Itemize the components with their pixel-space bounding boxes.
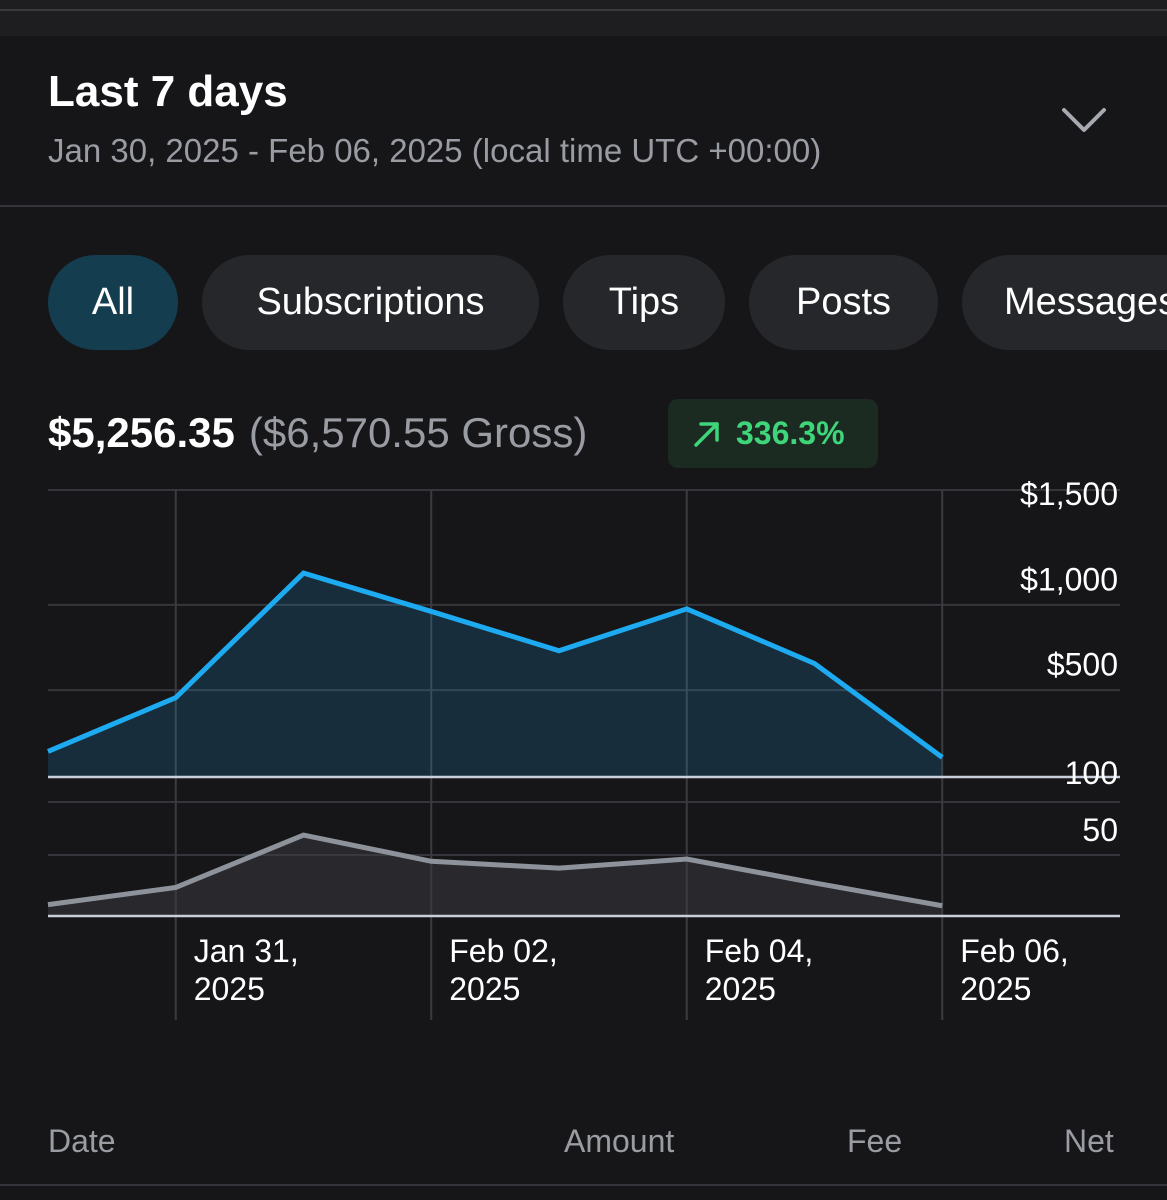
y-tick-label: $1,000 (1020, 561, 1118, 597)
net-earnings-line (47, 570, 944, 760)
tab-messages-label: Messages (1004, 281, 1167, 323)
tab-all[interactable]: All (48, 255, 178, 350)
net-earnings: $5,256.35 (48, 409, 235, 456)
tab-subscriptions-label: Subscriptions (256, 281, 485, 323)
category-tabs: All Subscriptions Tips Posts Messages (0, 255, 1167, 351)
net-earnings-area (48, 573, 943, 777)
change-badge: 336.3% (668, 399, 878, 468)
count-area (48, 835, 943, 916)
column-header-amount[interactable]: Amount (564, 1123, 675, 1159)
bottom-divider (0, 1184, 1167, 1186)
date-range-selector[interactable] (0, 36, 1167, 206)
y-tick-label-sub: 100 (1065, 755, 1118, 791)
tab-posts[interactable]: Posts (749, 255, 938, 350)
date-range-subtitle: Jan 30, 2025 - Feb 06, 2025 (local time … (48, 132, 822, 169)
tab-tips-label: Tips (608, 281, 680, 323)
count-line (47, 832, 943, 909)
change-percent: 336.3% (736, 415, 845, 451)
date-range-title: Last 7 days (48, 67, 288, 116)
column-header-date[interactable]: Date (48, 1123, 116, 1159)
earnings-summary: $5,256.35 ($6,570.55 Gross) (48, 400, 587, 466)
x-tick-label: Feb 06, (960, 933, 1069, 969)
tab-subscriptions[interactable]: Subscriptions (202, 255, 539, 350)
x-tick-label: 2025 (194, 971, 265, 1007)
column-header-fee[interactable]: Fee (847, 1123, 903, 1159)
top-strip (0, 0, 1167, 36)
arrow-up-right-icon (694, 421, 719, 447)
x-tick-label: Feb 04, (705, 933, 814, 969)
x-tick-label: 2025 (705, 971, 776, 1007)
y-tick-label: $1,500 (1020, 480, 1118, 512)
tab-all-label: All (91, 281, 135, 323)
gross-earnings: ($6,570.55 Gross) (248, 409, 588, 456)
chevron-down-icon[interactable] (1058, 100, 1110, 144)
y-tick-label: $500 (1047, 647, 1118, 683)
x-tick-label: 2025 (449, 971, 520, 1007)
header-divider (0, 205, 1167, 207)
top-divider (0, 9, 1167, 11)
column-header-net[interactable]: Net (1064, 1123, 1114, 1159)
x-tick-label: 2025 (960, 971, 1031, 1007)
y-tick-label-sub: 50 (1082, 812, 1118, 848)
x-tick-label: Jan 31, (194, 933, 299, 969)
x-tick-label: Feb 02, (449, 933, 558, 969)
tab-tips[interactable]: Tips (563, 255, 725, 350)
tab-posts-label: Posts (795, 281, 892, 323)
tab-messages[interactable]: Messages (962, 255, 1167, 350)
